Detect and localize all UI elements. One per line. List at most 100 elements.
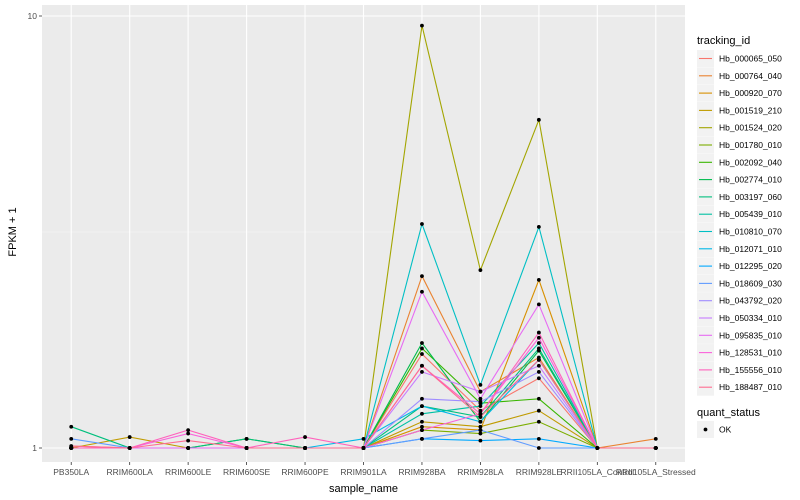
data-point	[478, 382, 483, 387]
y-tick-label: 10	[28, 11, 38, 21]
data-point	[361, 446, 366, 450]
data-point	[69, 444, 74, 449]
x-tick-label: RRIM901LA	[340, 467, 387, 477]
data-point	[420, 289, 424, 294]
data-point	[595, 446, 600, 450]
x-tick-label: RRIM928LA	[457, 467, 504, 477]
data-point	[186, 431, 191, 436]
colour-legend: tracking_id Hb_000065_050 Hb_000764_040 Hb…	[697, 35, 782, 396]
legend-label: Hb_005439_010	[719, 209, 782, 219]
data-point	[420, 436, 424, 441]
data-point	[420, 411, 424, 416]
data-point	[536, 376, 541, 381]
data-point	[536, 330, 541, 335]
data-point	[420, 23, 424, 28]
data-point	[244, 446, 249, 450]
data-point	[361, 436, 366, 441]
x-tick-label: RRIM928BA	[398, 467, 446, 477]
data-point	[478, 419, 483, 424]
legend-label: Hb_050334_010	[719, 313, 782, 323]
legend-label: Hb_000920_070	[719, 88, 782, 98]
data-point	[420, 396, 424, 401]
data-point	[478, 411, 483, 416]
data-point	[186, 446, 191, 450]
legend-label: Hb_000065_050	[719, 54, 782, 64]
legend-label: Hb_010810_070	[719, 227, 782, 237]
data-point	[478, 396, 483, 401]
data-point	[420, 428, 424, 433]
legend-label: Hb_000764_040	[719, 71, 782, 81]
colour-legend-title: tracking_id	[697, 35, 750, 47]
data-point	[653, 436, 658, 441]
x-tick-label: RRII105LA_Stressed	[616, 467, 696, 477]
x-axis-ticks: PB350LA RRIM600LA RRIM600LE RRIM600SE RRIM60…	[53, 462, 696, 477]
data-point	[478, 424, 483, 429]
x-axis-title: sample_name	[329, 483, 398, 495]
legend-label: Hb_188487_010	[719, 382, 782, 392]
data-point	[420, 370, 424, 374]
data-point	[420, 424, 424, 429]
x-tick-label: PB350LA	[53, 467, 89, 477]
data-point	[478, 431, 483, 436]
data-point	[244, 436, 249, 441]
data-point	[536, 335, 541, 340]
x-tick-label: RRIM600LE	[165, 467, 212, 477]
data-point	[478, 415, 483, 419]
data-point	[653, 446, 658, 450]
data-point	[186, 428, 191, 433]
y-axis-ticks: 1 10	[28, 11, 42, 453]
data-point	[536, 446, 541, 450]
data-point	[478, 389, 483, 394]
legend-label: Hb_001519_210	[719, 105, 782, 115]
data-point	[420, 363, 424, 368]
data-point	[536, 419, 541, 424]
data-point	[536, 277, 541, 282]
shape-legend-title: quant_status	[697, 407, 760, 419]
data-point	[186, 438, 191, 443]
legend-label: Hb_001524_020	[719, 123, 782, 133]
data-point	[536, 357, 541, 362]
data-point	[478, 399, 483, 404]
data-point	[536, 396, 541, 401]
shape-legend-label: OK	[719, 425, 732, 435]
data-point	[69, 436, 74, 441]
legend-label: Hb_002092_040	[719, 157, 782, 167]
x-tick-label: RRIM600SE	[223, 467, 271, 477]
x-tick-label: RRIM600LA	[107, 467, 154, 477]
data-point	[536, 117, 541, 122]
data-point	[127, 446, 132, 450]
data-point	[478, 428, 483, 433]
data-point	[536, 363, 541, 368]
data-point	[536, 436, 541, 441]
data-point	[536, 370, 541, 374]
legend-label: Hb_001780_010	[719, 140, 782, 150]
y-axis-title: FPKM + 1	[7, 207, 19, 256]
data-point	[420, 274, 424, 278]
data-point	[536, 346, 541, 351]
x-tick-label: RRIM928LE	[516, 467, 563, 477]
data-point	[420, 352, 424, 356]
shape-legend-point	[703, 427, 708, 432]
legend-label: Hb_095835_010	[719, 330, 782, 340]
legend-label: Hb_003197_060	[719, 192, 782, 202]
data-point	[536, 224, 541, 229]
legend-label: Hb_128531_010	[719, 348, 782, 358]
legend-label: Hb_155556_010	[719, 365, 782, 375]
data-point	[478, 438, 483, 443]
data-point	[420, 341, 424, 345]
data-point	[420, 346, 424, 351]
data-point	[478, 408, 483, 413]
data-point	[420, 419, 424, 424]
series-points	[69, 23, 658, 450]
data-point	[420, 222, 424, 226]
data-point	[420, 404, 424, 409]
legend-label: Hb_043792_020	[719, 296, 782, 306]
data-point	[536, 408, 541, 413]
data-point	[536, 341, 541, 345]
data-point	[478, 268, 483, 273]
shape-legend: quant_status OK	[697, 407, 760, 438]
x-tick-label: RRIM600PE	[281, 467, 329, 477]
data-point	[536, 302, 541, 307]
data-point	[303, 435, 307, 439]
